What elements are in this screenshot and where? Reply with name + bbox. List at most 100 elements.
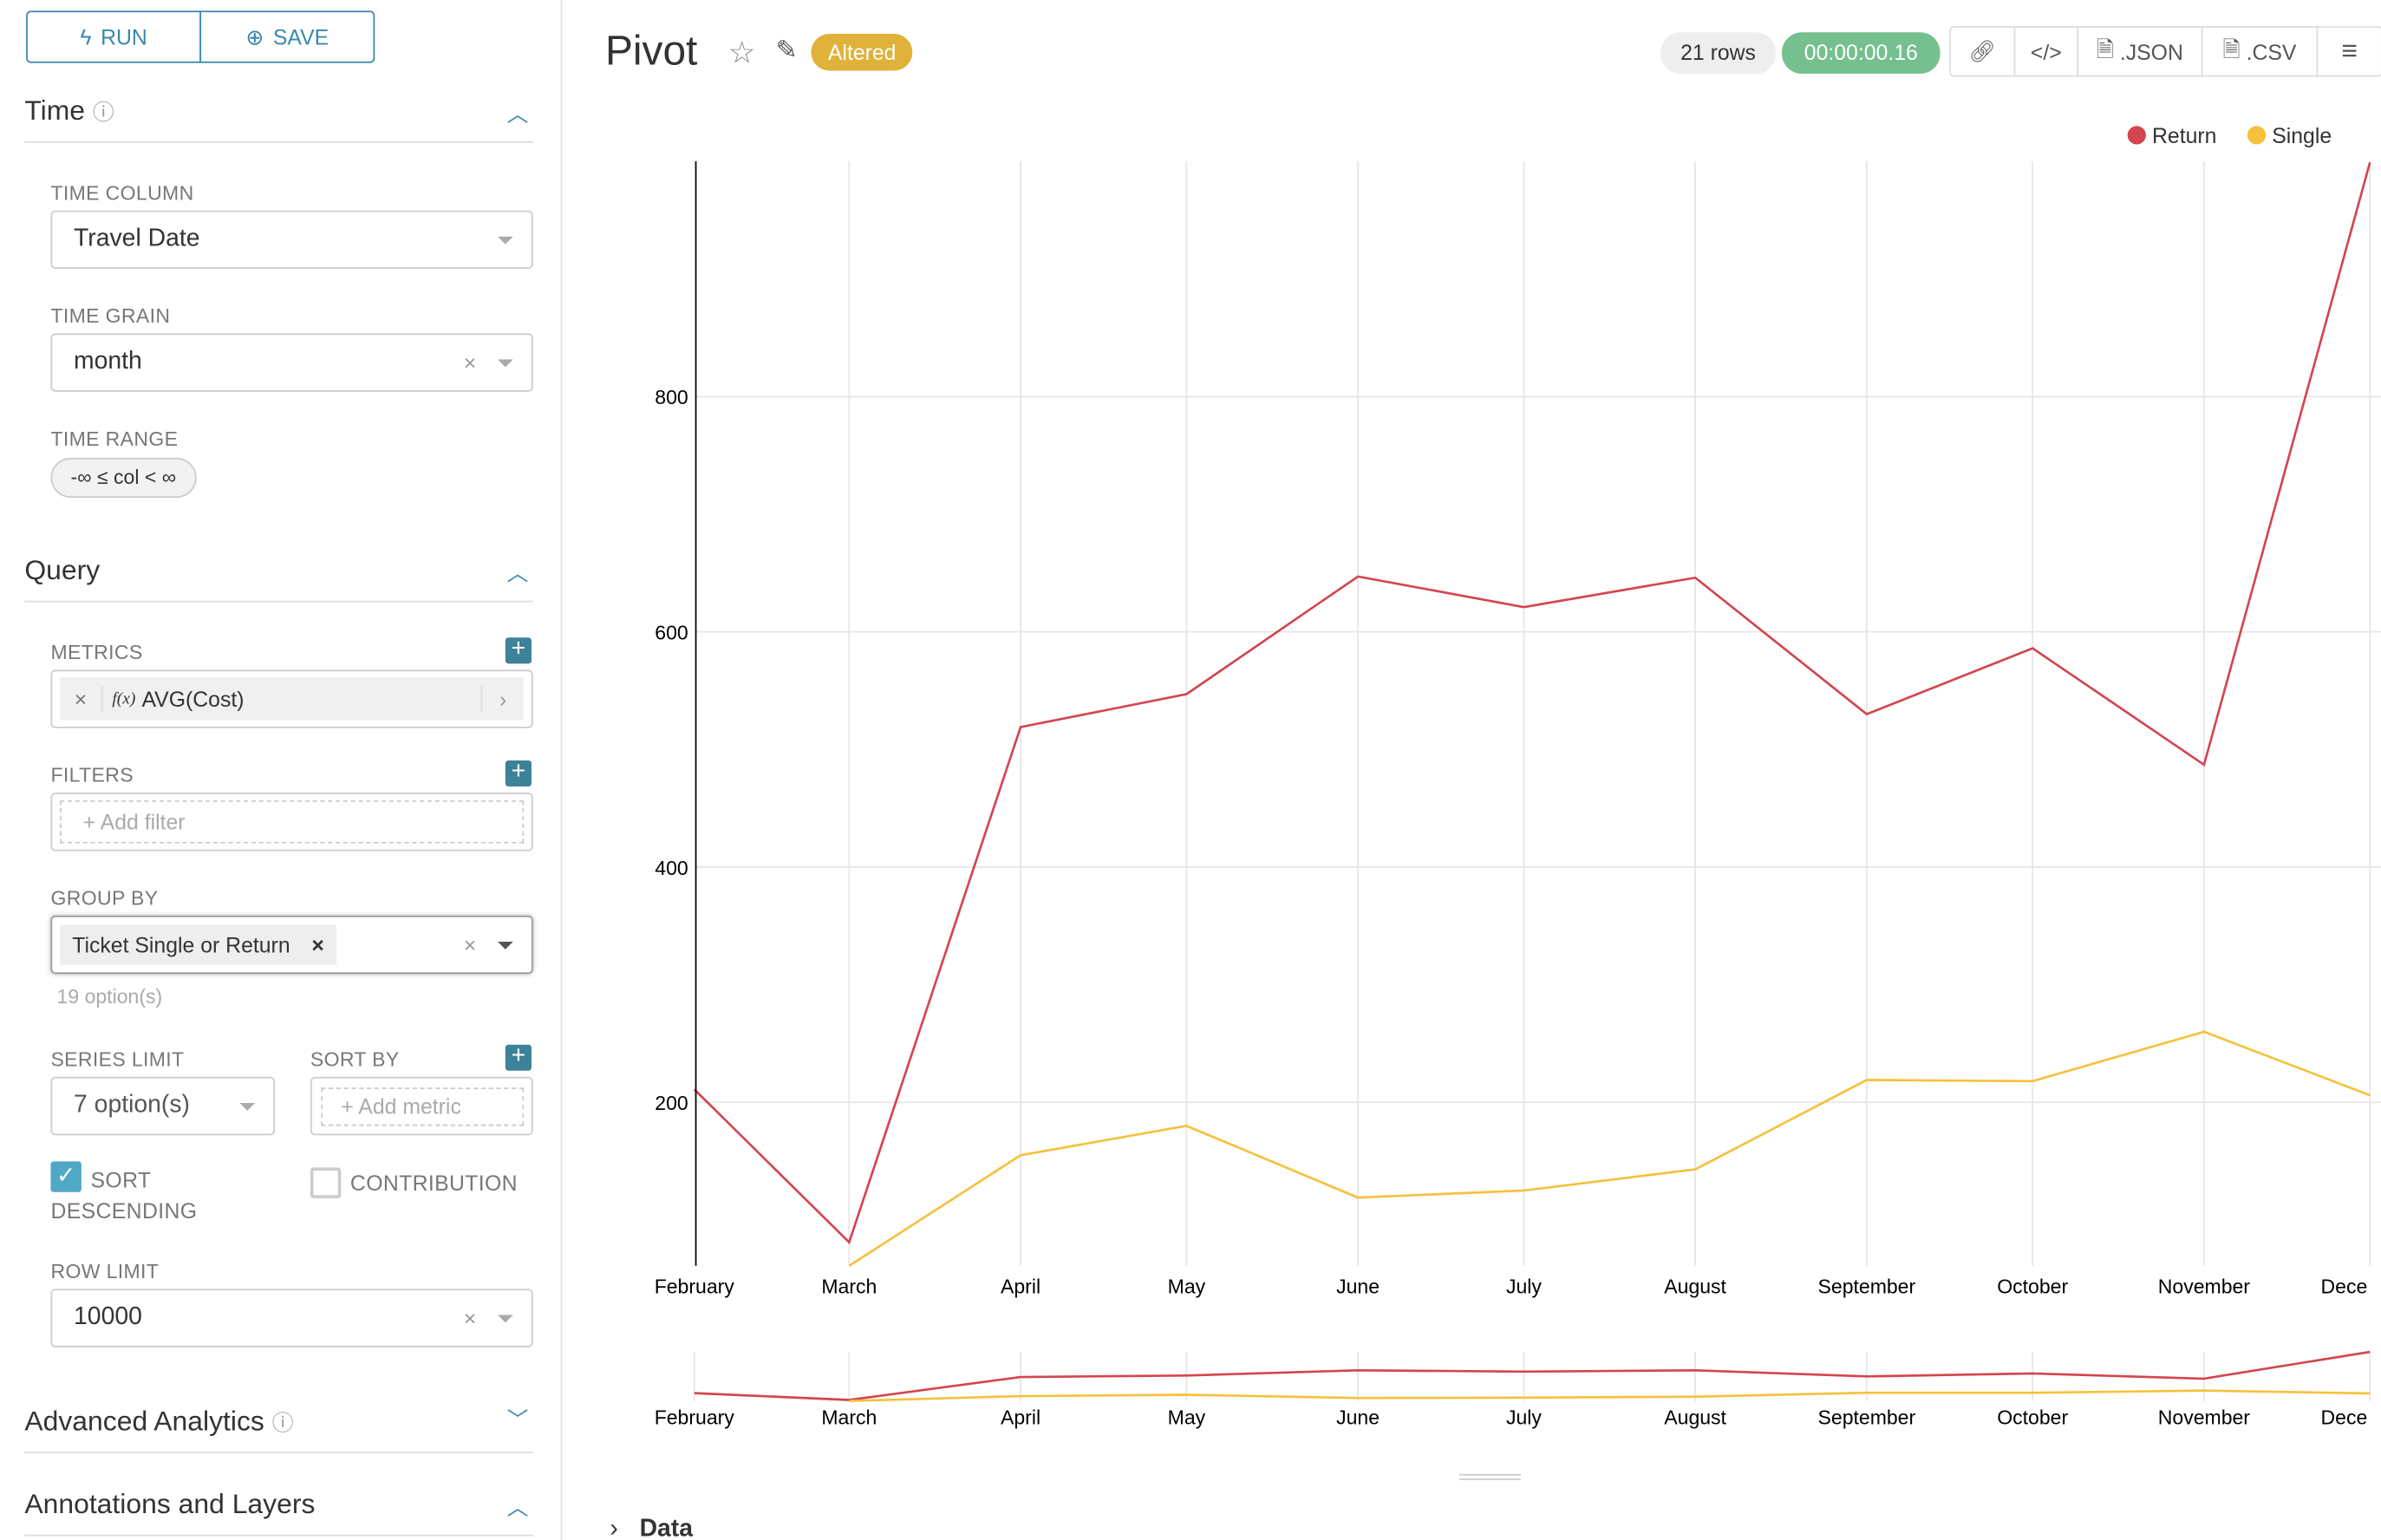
section-query-title[interactable]: Query (24, 554, 101, 585)
clear-icon[interactable]: × (463, 932, 477, 957)
legend-marker-return (2127, 126, 2146, 145)
group-by-select[interactable]: Ticket Single or Return × × (50, 915, 533, 975)
section-annotations-title[interactable]: Annotations and Layers (24, 1488, 316, 1520)
remove-icon[interactable]: × (60, 686, 103, 712)
time-range-pill[interactable]: -∞ ≤ col < ∞ (50, 457, 197, 498)
caret-down-icon (497, 1315, 513, 1323)
brush-x-tick-label: June (1336, 1406, 1380, 1428)
x-tick-label: April (1001, 1276, 1040, 1298)
info-icon: ⓘ (92, 100, 114, 125)
caret-down-icon (497, 236, 513, 245)
chevron-up-icon[interactable]: ︿ (506, 101, 529, 127)
chevron-up-icon[interactable]: ︿ (506, 560, 529, 585)
edit-icon[interactable]: ✎ (775, 35, 798, 65)
brush-x-tick-label: September (1818, 1406, 1916, 1428)
file-text-icon: 🗎 (2222, 36, 2241, 61)
time-grain-select[interactable]: month × (50, 333, 533, 392)
series-line-return[interactable] (693, 162, 2371, 1245)
metrics-label: METRICS (50, 640, 143, 664)
group-by-tag: Ticket Single or Return × (60, 924, 337, 965)
export-json-button[interactable]: 🗎 .JSON (2078, 26, 2203, 77)
brush-x-tick-label: April (1001, 1406, 1040, 1428)
caret-down-icon (497, 359, 513, 368)
sort-by-label: SORT BY (310, 1047, 400, 1071)
sort-descending-label: SORT DESCENDING (50, 1167, 198, 1224)
save-button[interactable]: ⊕ SAVE (199, 10, 375, 63)
file-code-icon: 🗎 (2096, 36, 2114, 61)
data-section-toggle[interactable]: › Data (610, 1517, 693, 1540)
legend-label-return[interactable]: Return (2152, 125, 2216, 148)
altered-badge[interactable]: Altered (811, 33, 913, 71)
star-icon[interactable]: ☆ (727, 36, 756, 71)
caret-down-icon (239, 1103, 256, 1111)
link-icon: 🔗︎ (1968, 38, 1997, 63)
add-metric-button[interactable]: + Add metric (321, 1087, 525, 1126)
brush-x-tick-label: May (1168, 1406, 1206, 1428)
add-filter-plus-button[interactable]: + (505, 760, 532, 787)
clear-icon[interactable]: × (463, 349, 477, 375)
row-limit-label: ROW LIMIT (50, 1259, 160, 1283)
brush-x-tick-label: Dece (2321, 1406, 2368, 1428)
metric-tag[interactable]: × f(x) AVG(Cost) › (60, 677, 525, 721)
metrics-field[interactable]: × f(x) AVG(Cost) › (50, 669, 533, 728)
brush-line-single[interactable] (849, 1389, 2371, 1403)
x-tick-label: Dece (2321, 1276, 2368, 1298)
control-panel: ϟ RUN ⊕ SAVE Time ⓘ ︿ TIME COLUMN Travel D… (0, 0, 563, 1540)
add-filter-button[interactable]: + Add filter (60, 800, 525, 844)
time-grain-label: TIME GRAIN (50, 303, 171, 328)
row-limit-select[interactable]: 10000 × (50, 1289, 533, 1348)
bolt-icon: ϟ (80, 24, 92, 49)
legend: Return Single (2127, 125, 2332, 148)
x-tick-label: March (821, 1276, 877, 1298)
caret-down-icon (497, 941, 513, 949)
contribution-label: CONTRIBUTION (349, 1170, 518, 1196)
x-tick-label: May (1168, 1276, 1206, 1298)
y-tick-label: 600 (655, 621, 688, 643)
plus-circle-icon: ⊕ (245, 23, 264, 49)
export-csv-button[interactable]: 🗎 .CSV (2202, 26, 2319, 77)
x-tick-label: July (1506, 1276, 1542, 1298)
series-limit-label: SERIES LIMIT (50, 1047, 185, 1071)
time-column-select[interactable]: Travel Date (50, 210, 533, 270)
add-metric-plus-button[interactable]: + (505, 636, 532, 664)
x-tick-label: June (1336, 1276, 1380, 1298)
row-count-badge: 21 rows (1660, 32, 1776, 75)
sort-by-field: + Add metric (310, 1076, 533, 1136)
chevron-right-icon: › (610, 1516, 618, 1540)
legend-label-single[interactable]: Single (2272, 125, 2332, 148)
chevron-right-icon[interactable]: › (480, 686, 525, 712)
brush-line-return[interactable] (694, 1350, 2371, 1401)
x-tick-label: September (1818, 1276, 1916, 1298)
section-time-title[interactable]: Time ⓘ (24, 95, 114, 127)
y-tick-label: 200 (655, 1092, 688, 1114)
sort-descending-checkbox[interactable]: ✓ (50, 1161, 82, 1192)
brush-x-tick-label: November (2158, 1406, 2251, 1428)
link-button[interactable]: 🔗︎ (1949, 26, 2016, 77)
x-tick-label: November (2158, 1276, 2251, 1298)
group-by-hint: 19 option(s) (56, 984, 163, 1008)
contribution-checkbox[interactable] (310, 1167, 342, 1198)
code-icon: </> (2030, 39, 2062, 64)
filters-field: + Add filter (50, 793, 533, 852)
chevron-down-icon[interactable]: ﹀ (506, 1406, 529, 1432)
filters-label: FILTERS (50, 763, 134, 787)
series-limit-select[interactable]: 7 option(s) (50, 1076, 276, 1136)
series-line-single[interactable] (848, 1030, 2371, 1267)
add-sort-plus-button[interactable]: + (505, 1044, 532, 1071)
export-toolbar: 🔗︎ </> 🗎 .JSON 🗎 .CSV ≡ (1949, 26, 2381, 77)
run-button[interactable]: ϟ RUN (26, 10, 202, 63)
embed-code-button[interactable]: </> (2015, 26, 2078, 77)
brush-x-tick-label: October (1997, 1406, 2068, 1428)
remove-icon[interactable]: × (311, 932, 324, 957)
clear-icon[interactable]: × (463, 1305, 477, 1331)
query-timer-badge: 00:00:00.16 (1782, 32, 1941, 75)
x-tick-label: August (1664, 1276, 1726, 1298)
chevron-up-icon[interactable]: ︿ (506, 1494, 529, 1520)
brush-x-tick-label: July (1506, 1406, 1542, 1428)
time-column-label: TIME COLUMN (50, 181, 194, 205)
legend-marker-single (2247, 126, 2267, 145)
y-tick-label: 400 (655, 857, 688, 879)
section-advanced-analytics-title[interactable]: Advanced Analytics ⓘ (24, 1406, 294, 1437)
brush-x-tick-label: August (1664, 1406, 1726, 1428)
